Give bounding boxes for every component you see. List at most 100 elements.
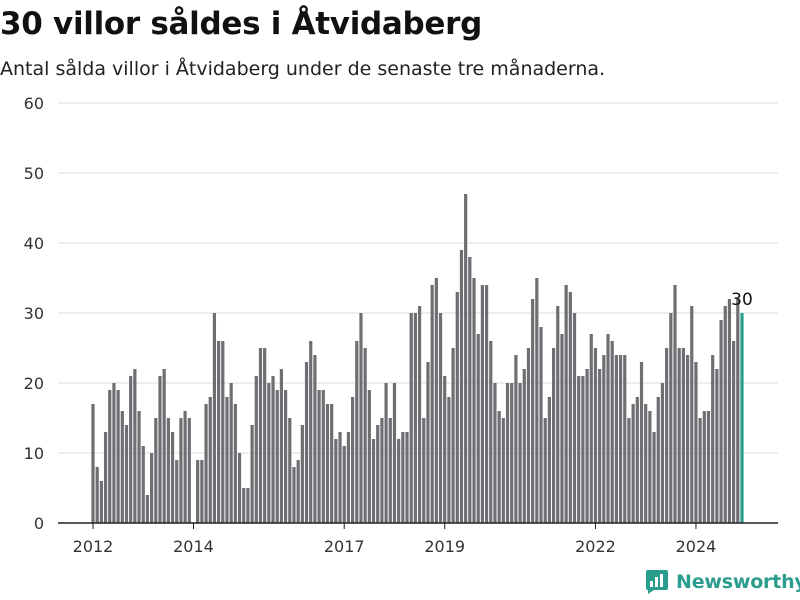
- bar: [702, 411, 706, 523]
- bar: [480, 285, 484, 523]
- bar: [472, 278, 476, 523]
- bar: [677, 348, 681, 523]
- bar: [242, 488, 246, 523]
- bar: [430, 285, 434, 523]
- bar: [656, 397, 660, 523]
- bar: [392, 383, 397, 523]
- x-tick-label: 2019: [424, 537, 465, 556]
- bar: [447, 397, 451, 523]
- bar: [120, 411, 124, 523]
- bar: [175, 460, 179, 523]
- bar: [606, 334, 610, 523]
- bar: [288, 418, 292, 523]
- bar: [313, 355, 317, 523]
- bar: [526, 348, 531, 523]
- bar: [208, 397, 212, 523]
- bar: [233, 404, 237, 523]
- bar: [589, 334, 593, 523]
- bar: [501, 418, 505, 523]
- bar: [300, 425, 304, 523]
- bar: [330, 404, 334, 523]
- bar: [229, 383, 233, 523]
- bar: [681, 348, 685, 523]
- bar: [422, 418, 426, 523]
- bar: [426, 362, 430, 523]
- bar: [95, 467, 99, 523]
- bar: [518, 383, 522, 523]
- bar: [183, 411, 187, 523]
- bar: [325, 404, 330, 523]
- bar: [225, 397, 229, 523]
- bar: [388, 418, 392, 523]
- bar: [623, 355, 627, 523]
- bar: [614, 355, 618, 523]
- bar: [610, 341, 614, 523]
- bar: [723, 306, 727, 523]
- bar: [631, 404, 635, 523]
- bar: [187, 418, 191, 523]
- bar: [602, 355, 606, 523]
- bar: [706, 411, 711, 523]
- bar: [367, 390, 371, 523]
- bar: [417, 306, 422, 523]
- y-tick-label: 20: [24, 374, 44, 393]
- bar: [263, 348, 267, 523]
- bar: [271, 376, 275, 523]
- bar: [154, 418, 158, 523]
- bar: [698, 418, 702, 523]
- bar: [551, 348, 556, 523]
- bar: [564, 285, 568, 523]
- x-tick-label: 2024: [676, 537, 717, 556]
- bar: [254, 376, 258, 523]
- bar-annotation: 30: [731, 290, 753, 310]
- bar: [405, 432, 409, 523]
- bar: [108, 390, 112, 523]
- bar: [221, 341, 225, 523]
- bar: [556, 306, 560, 523]
- bar: [380, 418, 384, 523]
- x-tick-label: 2017: [324, 537, 365, 556]
- bar: [455, 292, 459, 523]
- bar: [397, 439, 401, 523]
- y-tick-label: 40: [24, 234, 44, 253]
- bar: [593, 348, 598, 523]
- bar: [279, 369, 284, 523]
- bar: [112, 383, 116, 523]
- bar: [568, 292, 572, 523]
- bar: [468, 257, 472, 523]
- bar: [346, 432, 351, 523]
- bar: [267, 383, 271, 523]
- bar: [292, 467, 296, 523]
- bar: [732, 341, 736, 523]
- y-tick-label: 0: [34, 514, 44, 533]
- bar: [514, 355, 518, 523]
- bar: [200, 460, 204, 523]
- bar: [547, 397, 551, 523]
- y-tick-label: 10: [24, 444, 44, 463]
- bar: [560, 334, 564, 523]
- x-tick-label: 2012: [73, 537, 114, 556]
- bar: [572, 313, 577, 523]
- bar: [342, 446, 346, 523]
- bar: [644, 404, 648, 523]
- bar: [438, 313, 443, 523]
- bar: [145, 495, 150, 523]
- bar: [543, 418, 547, 523]
- bar: [581, 376, 585, 523]
- bar: [522, 369, 526, 523]
- bar-highlight: [740, 313, 744, 523]
- bar: [715, 369, 719, 523]
- bar: [384, 383, 388, 523]
- bar: [669, 313, 673, 523]
- bar: [212, 313, 217, 523]
- bar: [464, 194, 468, 523]
- bar: [719, 320, 723, 523]
- y-tick-label: 30: [24, 304, 44, 323]
- bar: [91, 404, 95, 523]
- bar: [284, 390, 288, 523]
- bar: [694, 362, 698, 523]
- bar: [618, 355, 623, 523]
- bar: [443, 376, 447, 523]
- bar: [162, 369, 166, 523]
- bar: [103, 432, 108, 523]
